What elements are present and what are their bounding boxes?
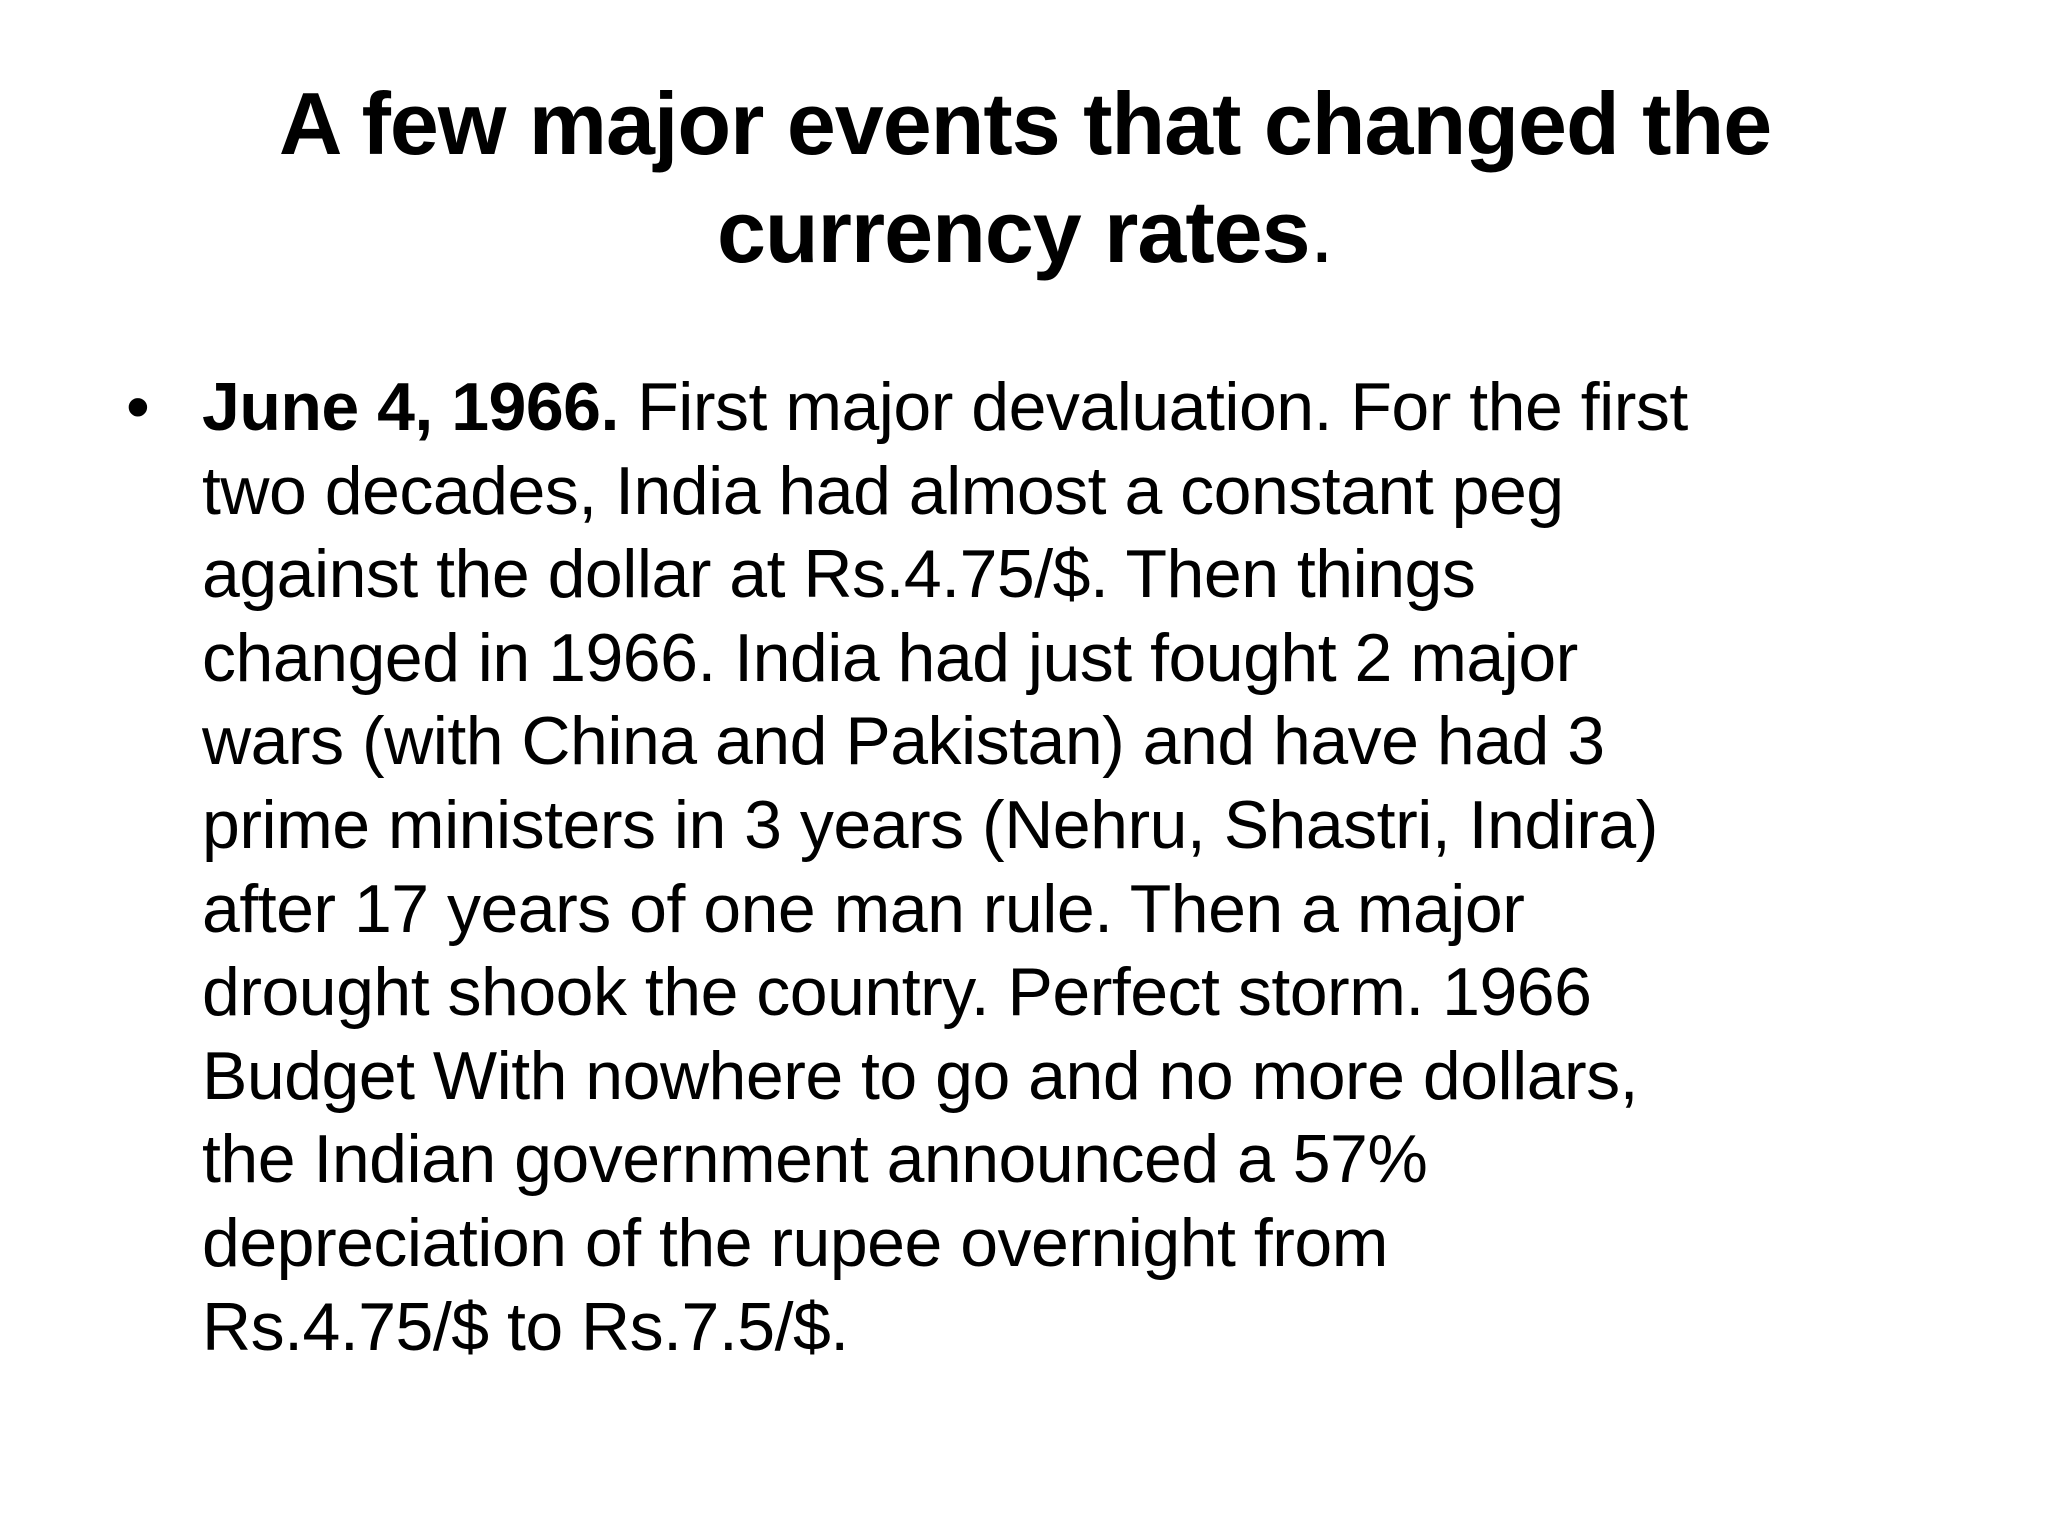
slide-title-text: A few major events that changed the curr… <box>278 74 1772 281</box>
bullet-text-line: Rs.4.75/$ to Rs.7.5/$. <box>202 1288 849 1365</box>
bullet-text-line: depreciation of the rupee overnight from <box>202 1204 1388 1281</box>
bullet-text-line: drought shook the country. Perfect storm… <box>202 954 1592 1031</box>
bullet-text-line: changed in 1966. India had just fought 2… <box>202 619 1578 696</box>
bullet-text-line: prime ministers in 3 years (Nehru, Shast… <box>202 786 1658 863</box>
bullet-text-line: wars (with China and Pakistan) and have … <box>202 703 1605 780</box>
slide-content: • June 4, 1966. First major devaluation.… <box>126 366 1956 1369</box>
bullet-text-line: the Indian government announced a 57% <box>202 1121 1428 1198</box>
bullet-text-line: two decades, India had almost a constant… <box>202 452 1564 529</box>
bullet-icon: • <box>126 369 150 445</box>
bullet-date-lead: June 4, 1966. <box>202 369 619 445</box>
bullet-text-line: against the dollar at Rs.4.75/$. Then th… <box>202 536 1476 613</box>
bullet-line-1: June 4, 1966. First major devaluation. F… <box>202 366 1956 450</box>
bullet-text-line: First major devaluation. For the first <box>618 369 1688 445</box>
bullet-text-line: Budget With nowhere to go and no more do… <box>202 1037 1639 1114</box>
bullet-item: • June 4, 1966. First major devaluation.… <box>126 366 1956 1369</box>
slide-title-period: . <box>1309 182 1334 281</box>
slide-title: A few major events that changed the curr… <box>110 70 1940 286</box>
bullet-text-line: after 17 years of one man rule. Then a m… <box>202 870 1525 947</box>
